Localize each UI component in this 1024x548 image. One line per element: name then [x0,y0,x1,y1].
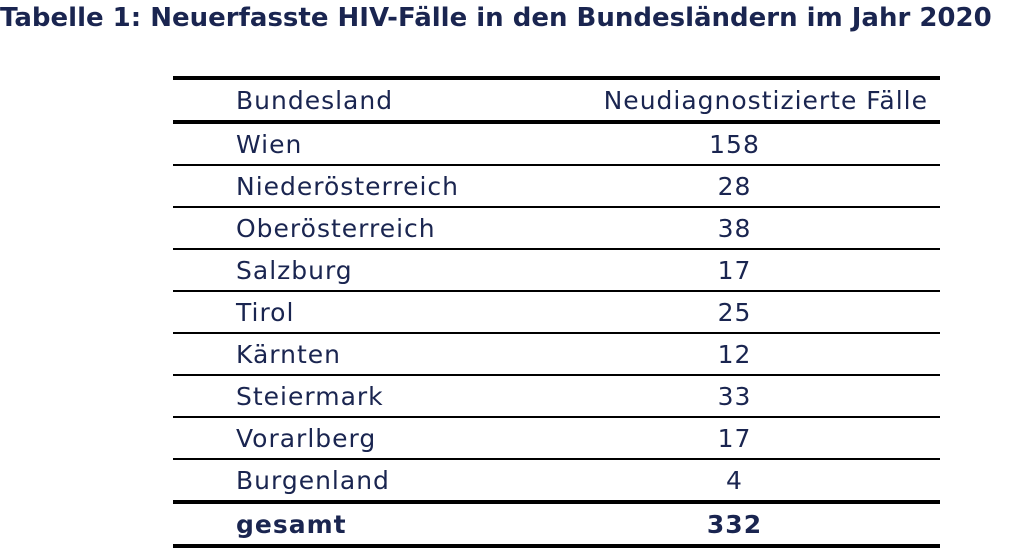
row-divider [173,458,940,460]
row-value: 17 [717,255,752,285]
row-value: 25 [717,297,752,327]
row-value: 17 [717,423,752,453]
row-value: 12 [717,339,752,369]
total-value: 332 [706,509,763,539]
header-bundesland: Bundesland [236,85,394,115]
row-land: Burgenland [236,465,390,495]
table-header-row: Bundesland Neudiagnostizierte Fälle [173,80,940,120]
row-land: Steiermark [236,381,384,411]
row-land: Oberösterreich [236,213,436,243]
row-value: 4 [726,465,743,495]
table-row: Vorarlberg 17 [173,418,940,458]
table-row: Kärnten 12 [173,334,940,374]
total-label: gesamt [236,509,347,539]
row-divider [173,290,940,292]
row-value: 158 [709,129,760,159]
table-row: Tirol 25 [173,292,940,332]
table-row: Salzburg 17 [173,250,940,290]
row-divider [173,374,940,376]
row-divider [173,206,940,208]
row-land: Tirol [236,297,295,327]
row-land: Kärnten [236,339,341,369]
table-row: Wien 158 [173,124,940,164]
bottom-rule [173,544,940,548]
row-value: 28 [717,171,752,201]
row-divider [173,416,940,418]
row-value: 33 [717,381,752,411]
row-land: Wien [236,129,303,159]
row-divider [173,248,940,250]
row-land: Vorarlberg [236,423,377,453]
header-faelle: Neudiagnostizierte Fälle [603,85,928,115]
table-total-row: gesamt 332 [173,504,940,544]
row-divider [173,332,940,334]
header-rule [173,120,940,124]
table-row: Niederösterreich 28 [173,166,940,206]
total-rule [173,500,940,504]
table-row: Oberösterreich 38 [173,208,940,248]
table-title: Tabelle 1: Neuerfasste HIV-Fälle in den … [0,3,992,33]
row-divider [173,164,940,166]
table-row: Steiermark 33 [173,376,940,416]
row-land: Salzburg [236,255,353,285]
hiv-cases-table: Bundesland Neudiagnostizierte Fälle Wien… [173,76,940,548]
top-rule [173,76,940,80]
row-value: 38 [717,213,752,243]
table-row: Burgenland 4 [173,460,940,500]
row-land: Niederösterreich [236,171,459,201]
